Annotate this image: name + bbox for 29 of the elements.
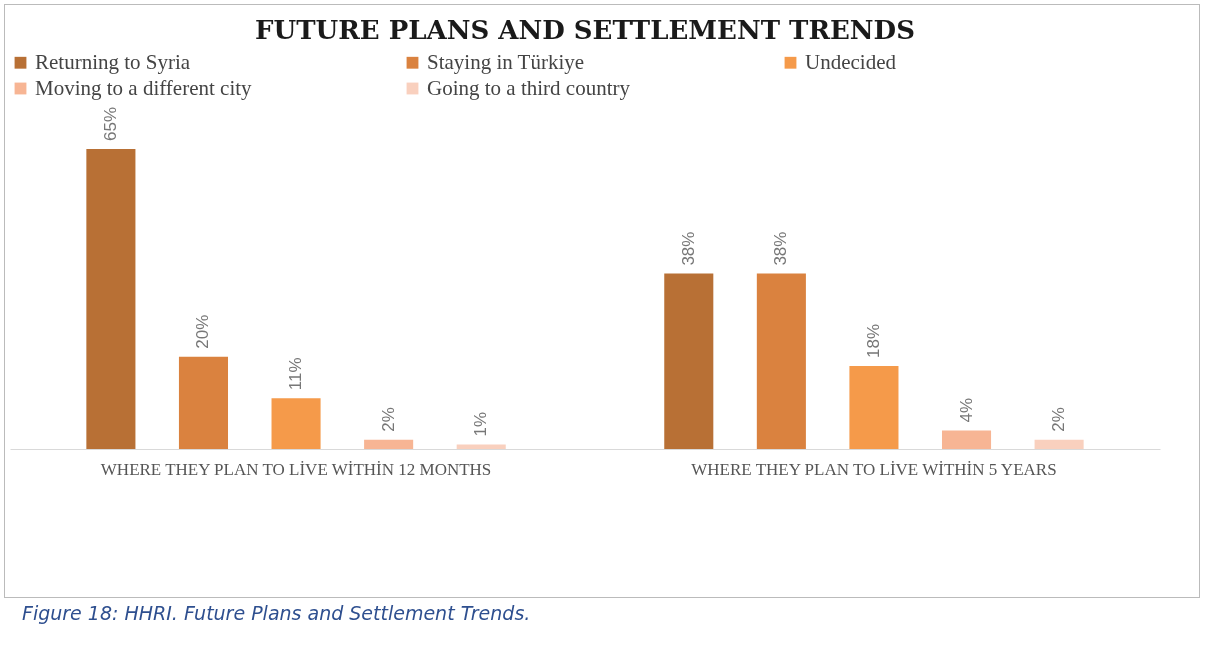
caption: Figure 18: HHRI. Future Plans and Settlement Trends.: [22, 602, 531, 624]
bar: [178, 356, 229, 449]
data-label: 2%: [378, 407, 398, 432]
x-tick-label: WHERE THEY PLAN TO LİVE WİTHİN 12 MONTHS: [100, 459, 492, 479]
chart-title: FUTURE PLANS AND SETTLEMENT TRENDS: [255, 15, 915, 45]
data-label: 38%: [771, 231, 791, 266]
legend-label: Undecided: [805, 49, 897, 74]
bar: [1034, 439, 1084, 449]
bar: [271, 398, 321, 449]
bar: [456, 444, 506, 449]
bar: [941, 430, 992, 449]
bar: [664, 273, 714, 449]
bar: [756, 273, 806, 449]
legend-label: Returning to Syria: [35, 49, 191, 74]
legend-label: Going to a third country: [427, 75, 631, 100]
bar: [849, 365, 899, 449]
data-label: 4%: [956, 397, 976, 423]
data-label: 20%: [193, 314, 213, 349]
data-label: 38%: [678, 231, 698, 266]
bar: [364, 439, 414, 449]
data-label: 18%: [863, 323, 883, 358]
data-label: 11%: [286, 357, 306, 391]
data-label: 65%: [100, 106, 120, 141]
data-label: 1%: [471, 411, 491, 437]
data-label: 2%: [1049, 407, 1069, 432]
legend-label: Moving to a different city: [35, 75, 253, 100]
legend-label: Staying in Türkiye: [427, 49, 585, 74]
x-tick-label: WHERE THEY PLAN TO LİVE WİTHİN 5 YEARS: [691, 459, 1057, 479]
bar: [86, 149, 136, 449]
